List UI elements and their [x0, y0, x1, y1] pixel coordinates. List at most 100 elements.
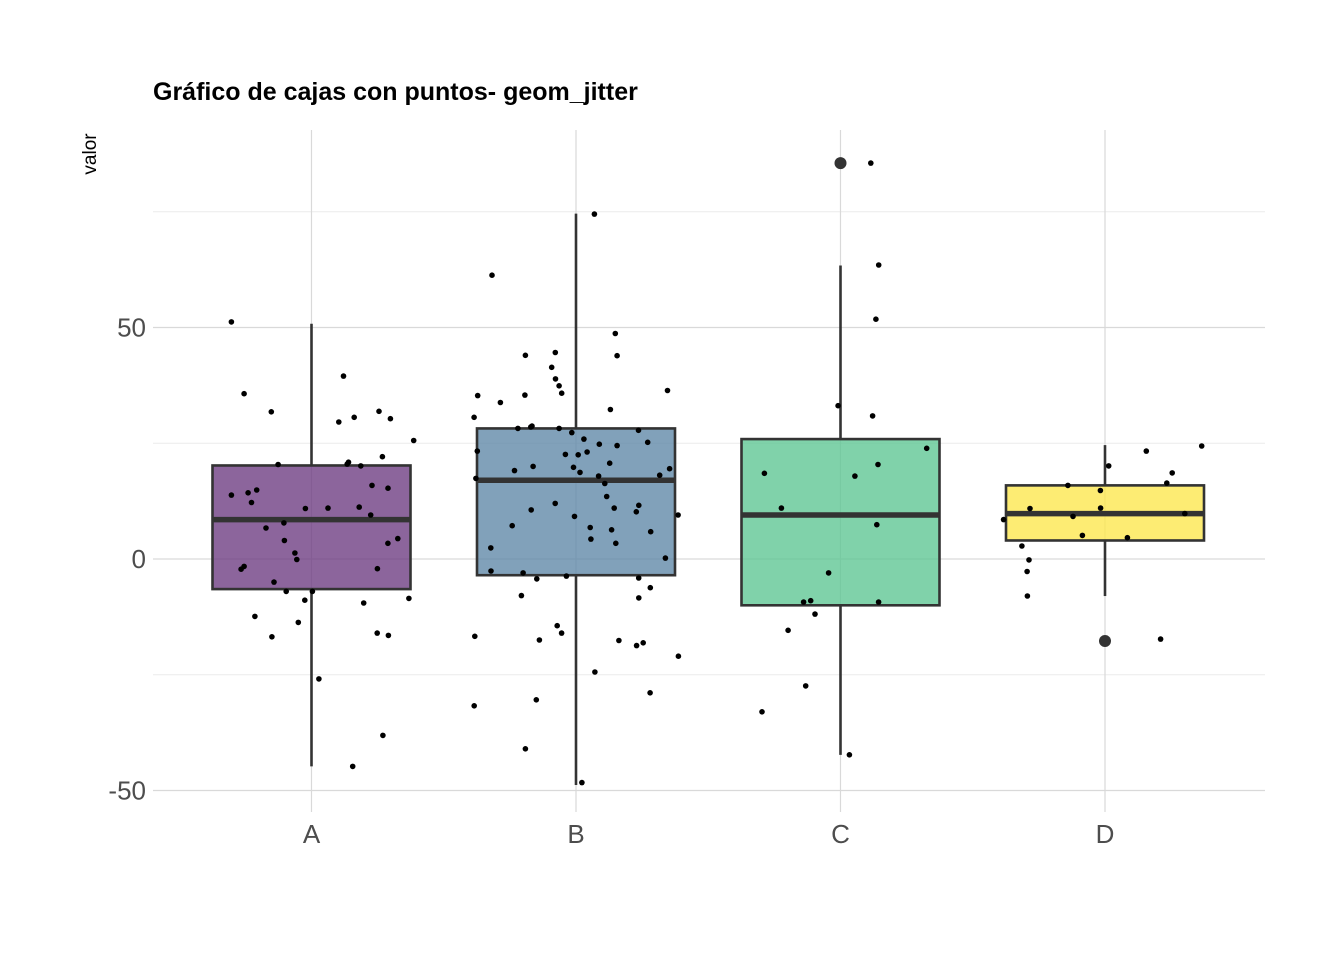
jitter-point [238, 566, 244, 572]
jitter-point [666, 465, 673, 472]
jitter-point [522, 352, 529, 359]
x-tick-label: A [303, 819, 321, 849]
jitter-point [340, 373, 347, 379]
jitter-point [869, 413, 876, 419]
jitter-point [588, 536, 594, 542]
jitter-point [785, 627, 791, 634]
jitter-point [356, 504, 363, 510]
box-rect [740, 437, 941, 607]
box-a [211, 323, 412, 767]
jitter-point [852, 473, 858, 479]
jitter-point [292, 550, 298, 556]
jitter-point [633, 642, 640, 649]
jitter-point [228, 492, 235, 498]
jitter-point [807, 597, 814, 604]
jitter-point [530, 463, 536, 470]
jitter-point [245, 490, 251, 496]
jitter-point [269, 634, 275, 640]
jitter-point [675, 512, 681, 518]
jitter-point [778, 505, 785, 511]
jitter-point [873, 316, 879, 323]
jitter-point [640, 640, 646, 646]
outlier-point [834, 157, 847, 170]
jitter-point [488, 545, 494, 551]
jitter-point [664, 387, 671, 394]
jitter-point [575, 452, 581, 458]
jitter-point [385, 485, 391, 492]
jitter-point [759, 709, 765, 715]
jitter-point [868, 160, 874, 166]
jitter-point [380, 732, 386, 739]
jitter-point [528, 424, 534, 430]
jitter-point [473, 475, 479, 482]
jitter-point [636, 595, 642, 601]
jitter-point [275, 461, 281, 468]
jitter-point [522, 392, 528, 398]
jitter-point [603, 493, 610, 500]
jitter-point [558, 390, 565, 397]
jitter-point [281, 537, 288, 544]
jitter-point [1024, 568, 1030, 575]
jitter-point [325, 505, 331, 511]
jitter-point [875, 461, 881, 468]
jitter-point [395, 535, 401, 542]
jitter-point [1105, 463, 1112, 469]
jitter-point [802, 683, 809, 689]
jitter-point [596, 441, 603, 448]
jitter-point [1124, 534, 1131, 541]
jitter-point [281, 520, 287, 526]
jitter-point [1000, 516, 1007, 523]
jitter-points [228, 160, 1205, 786]
jitter-point [358, 463, 364, 469]
jitter-point [253, 487, 260, 493]
jitter-point [558, 630, 565, 636]
y-tick-labels: -50 0 50 [108, 313, 146, 806]
jitter-point [344, 461, 351, 467]
jitter-point [612, 330, 619, 337]
jitter-point [385, 632, 392, 639]
jitter-point [241, 390, 247, 397]
jitter-point [835, 402, 841, 409]
jitter-point [875, 599, 882, 605]
jitter-point [515, 425, 521, 432]
jitter-point [562, 451, 569, 458]
jitter-point [644, 439, 651, 446]
jitter-point [647, 584, 654, 591]
jitter-point [552, 500, 558, 507]
jitter-point [577, 469, 583, 476]
jitter-point [647, 528, 654, 535]
jitter-point [295, 619, 302, 626]
jitter-point [761, 470, 768, 477]
jitter-point [616, 637, 622, 644]
jitter-point [606, 460, 613, 467]
jitter-point [385, 540, 391, 547]
jitter-point [1169, 470, 1175, 476]
jitter-point [587, 524, 593, 531]
box-d [1004, 445, 1206, 647]
jitter-point [522, 746, 529, 752]
jitter-point [1143, 448, 1150, 454]
jitter-point [614, 352, 620, 359]
jitter-point [1079, 532, 1086, 539]
jitter-point [379, 453, 386, 460]
jitter-point [874, 521, 880, 528]
jitter-point [595, 473, 602, 479]
jitter-point [518, 592, 525, 599]
jitter-point [410, 437, 417, 444]
jitter-point [263, 525, 269, 531]
jitter-point [875, 262, 882, 268]
jitter-point [360, 600, 367, 606]
x-tick-label: D [1096, 819, 1115, 849]
jitter-point [591, 211, 598, 217]
x-tick-label: B [567, 819, 584, 849]
jitter-point [316, 676, 322, 682]
jitter-point [1164, 480, 1170, 486]
jitter-point [635, 427, 642, 434]
x-tick-labels: A B C D [303, 819, 1115, 849]
jitter-point [636, 502, 642, 509]
jitter-point [825, 570, 832, 576]
jitter-point [302, 597, 308, 603]
boxes [211, 157, 1206, 785]
jitter-point [563, 573, 570, 579]
jitter-point [474, 448, 481, 454]
